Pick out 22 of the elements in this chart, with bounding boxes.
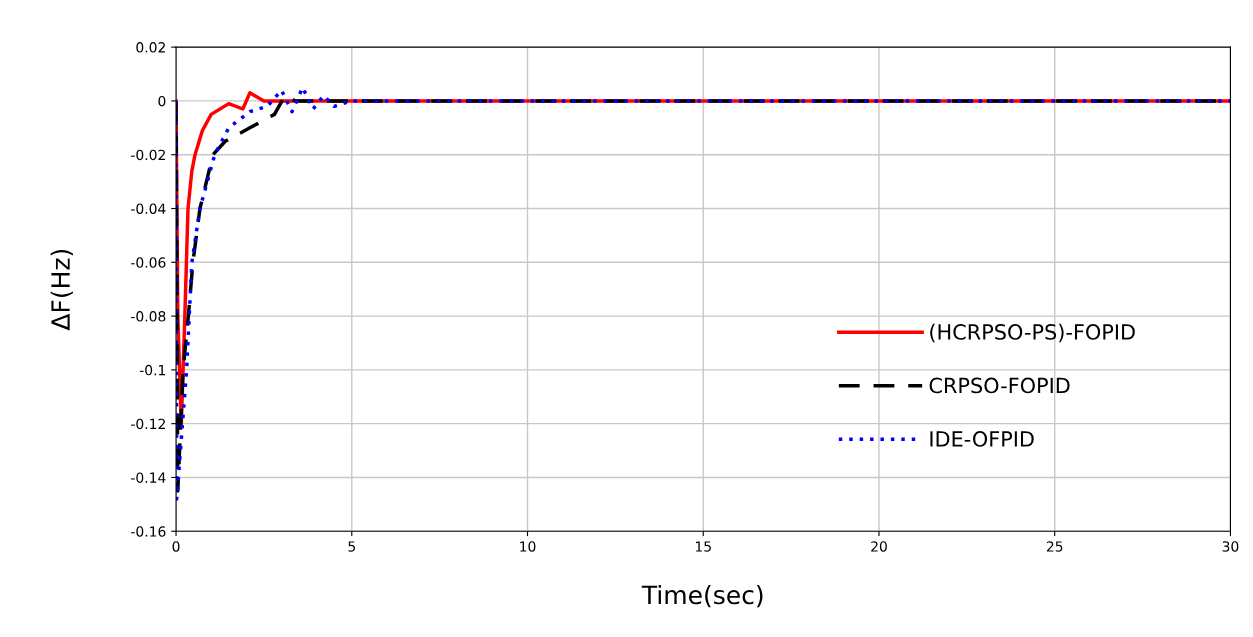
y-tick-label: -0.14 (131, 472, 166, 483)
y-tick-label: -0.1 (139, 364, 166, 376)
x-tick-label: 5 (348, 541, 355, 552)
y-tick-label: -0.06 (131, 257, 166, 268)
legend-label: (HCRPSO-PS)-FOPID (930, 323, 1135, 343)
y-tick-label: -0.08 (131, 311, 166, 322)
x-tick-label: 20 (871, 541, 887, 552)
legend-label: CRPSO-FOPID (929, 377, 1070, 394)
y-tick-label: -0.16 (131, 526, 166, 537)
x-axis-title: Time(sec) (641, 584, 763, 608)
x-tick-label: 10 (520, 541, 536, 552)
y-tick-label: -0.12 (131, 418, 165, 430)
y-tick-label: -0.04 (131, 203, 166, 214)
x-tick-label: 30 (1222, 541, 1239, 552)
x-tick-label: 25 (1046, 541, 1063, 552)
x-tick-label: 0 (172, 541, 180, 552)
x-tick-label: 15 (695, 541, 711, 552)
y-tick-label: 0.02 (136, 42, 165, 53)
y-axis-title: ΔF(Hz) (50, 249, 73, 331)
legend-label: IDE-OFPID (930, 431, 1034, 447)
y-tick-label: 0 (158, 95, 166, 107)
y-tick-label: -0.02 (131, 149, 165, 161)
